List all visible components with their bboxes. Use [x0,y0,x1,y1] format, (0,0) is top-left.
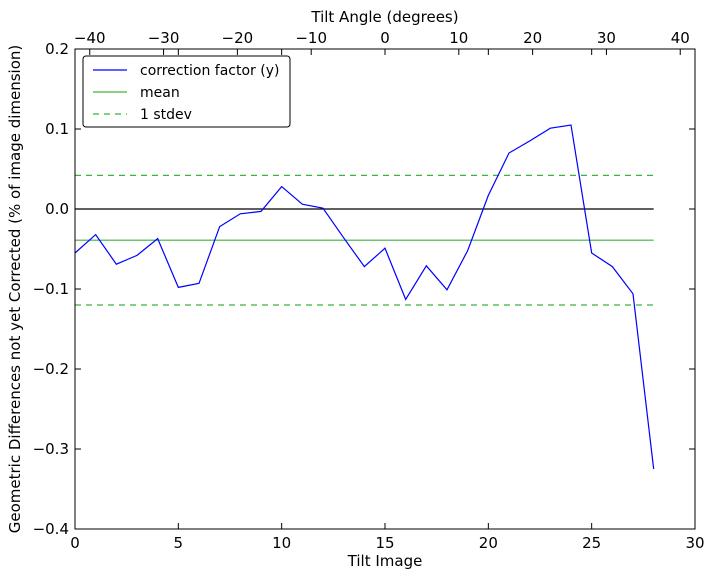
x-tick-label: 5 [174,534,184,552]
legend-label: correction factor (y) [140,63,279,79]
x-axis-label: Tilt Image [347,552,423,570]
series-correction-factor-y [74,124,655,470]
top-x-axis-label: Tilt Angle (degrees) [310,8,458,26]
x-tick-label: 15 [375,534,394,552]
legend-box [82,55,291,128]
legend-label: mean [140,85,180,101]
legend-label: 1 stdev [140,107,192,123]
top-x-tick-label: −10 [295,29,327,47]
x-tick-label: 30 [685,534,704,552]
y-tick-label: −0.1 [33,280,69,298]
top-x-tick-label: 10 [449,29,468,47]
top-x-tick-label: −40 [74,29,106,47]
top-x-tick-label: −20 [222,29,254,47]
y-tick-label: 0.1 [45,120,69,138]
top-x-tick-label: 0 [380,29,390,47]
y-tick-label: −0.4 [33,520,69,538]
y-tick-label: 0.2 [45,40,69,58]
top-x-tick-label: 20 [523,29,542,47]
y-axis-label: Geometric Differences not yet Corrected … [6,45,24,534]
y-tick-label: −0.3 [33,440,69,458]
y-tick-label: 0.0 [45,200,69,218]
x-tick-label: 0 [70,534,80,552]
x-tick-label: 10 [272,534,291,552]
legend: correction factor (y) mean 1 stdev [82,55,291,128]
x-tick-label: 20 [479,534,498,552]
x-tick-label: 25 [582,534,601,552]
top-x-tick-label: 30 [597,29,616,47]
top-x-tick-label: −30 [148,29,180,47]
plot-area: 0 5 10 15 20 25 30 −40 −30 −20 −10 0 10 20 30 40 −0.4 −0.… [33,29,705,552]
y-tick-label: −0.2 [33,360,69,378]
top-x-tick-label: 40 [671,29,690,47]
